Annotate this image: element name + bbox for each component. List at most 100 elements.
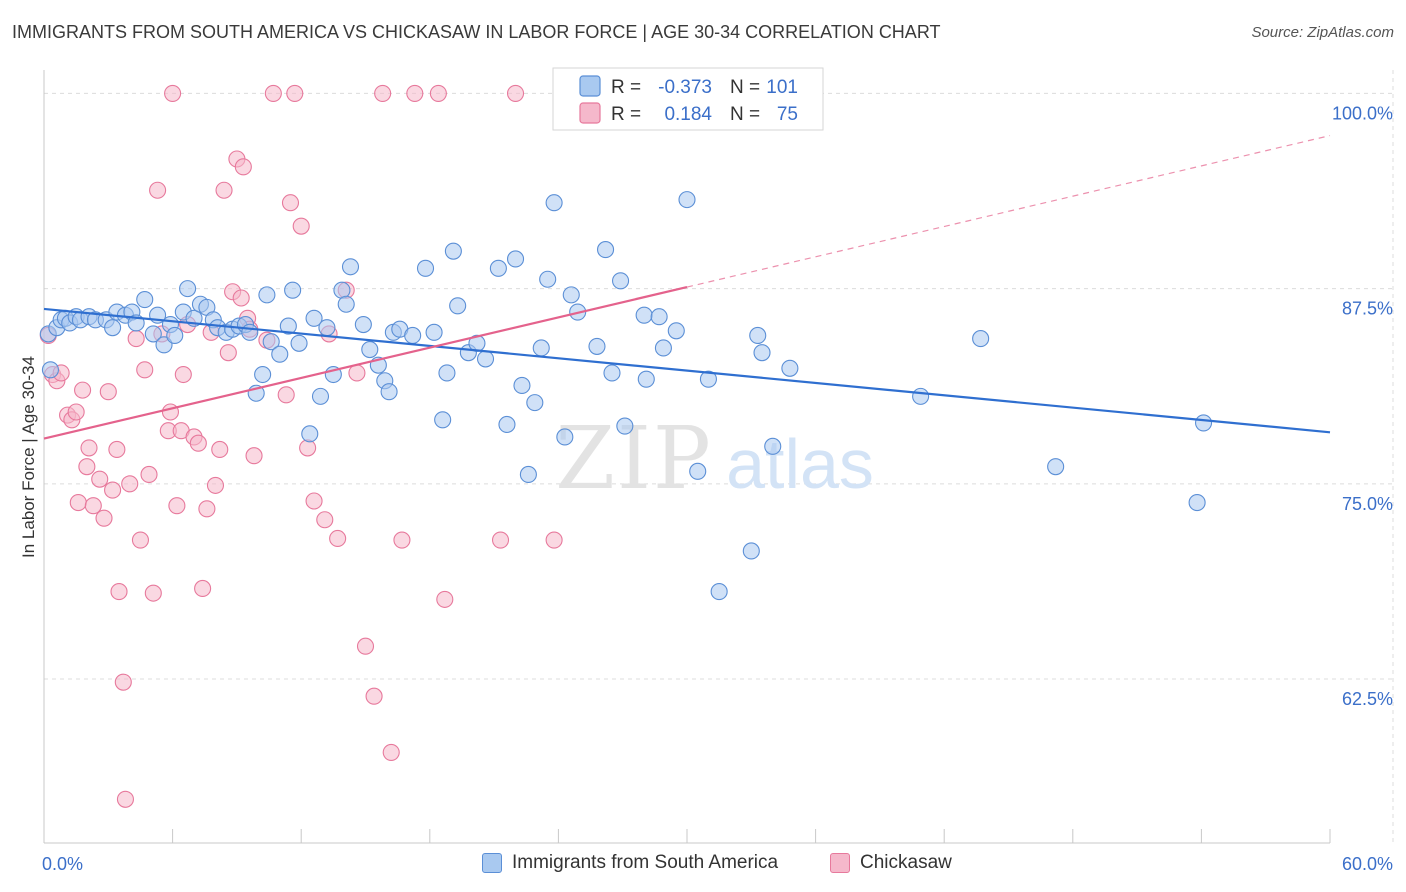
- chickasaw-point: [219, 344, 237, 362]
- legend-swatch-south-america: [482, 853, 502, 873]
- south-america-point: [742, 542, 760, 560]
- chickasaw-point: [110, 583, 128, 601]
- chickasaw-point: [356, 637, 375, 655]
- legend-swatch-chickasaw: [830, 853, 850, 873]
- chickasaw-point: [506, 84, 525, 102]
- chickasaw-point: [84, 497, 102, 515]
- south-america-point: [689, 462, 707, 480]
- watermark-zip: ZIP: [555, 409, 713, 509]
- south-america-point: [155, 336, 173, 354]
- south-america-point: [444, 242, 462, 260]
- south-america-point: [588, 337, 606, 355]
- chickasaw-point: [232, 289, 250, 307]
- south-america-point: [438, 364, 456, 382]
- watermark-atlas: atlas: [726, 425, 874, 503]
- south-america-point: [635, 306, 653, 324]
- legend-item-south-america: Immigrants from South America: [482, 852, 778, 874]
- south-america-point: [476, 350, 495, 368]
- legend-item-chickasaw: Chickasaw: [830, 852, 952, 874]
- chickasaw-point: [189, 434, 207, 452]
- legend-r-value-pink: 0.184: [664, 104, 712, 125]
- chickasaw-point: [198, 500, 216, 518]
- chickasaw-point: [292, 217, 310, 235]
- chickasaw-point: [211, 440, 229, 459]
- chickasaw-point: [131, 531, 149, 549]
- chickasaw-point: [393, 531, 411, 549]
- south-america-point: [318, 319, 336, 337]
- chickasaw-trend-extension: [686, 135, 1331, 288]
- chickasaw-point: [305, 492, 323, 510]
- south-america-point: [506, 250, 525, 268]
- south-america-point: [41, 361, 59, 379]
- legend-n-label-pink: N =: [730, 104, 760, 125]
- legend-n-value-blue: 101: [766, 77, 798, 98]
- south-america-point: [650, 308, 668, 326]
- chickasaw-point: [69, 494, 87, 512]
- south-america-point: [749, 326, 767, 345]
- chickasaw-point: [406, 84, 424, 102]
- south-america-point: [699, 370, 717, 388]
- x-tick-label: 0.0%: [42, 854, 83, 874]
- south-america-point: [104, 319, 122, 337]
- y-axis-label: In Labor Force | Age 30-34: [19, 356, 38, 558]
- y-tick-label: 100.0%: [1332, 103, 1393, 123]
- chickasaw-point: [545, 531, 563, 549]
- south-america-point: [972, 330, 990, 348]
- south-america-point: [1047, 458, 1065, 476]
- south-america-point: [144, 325, 162, 343]
- x-tick-label: 60.0%: [1342, 854, 1393, 874]
- south-america-point: [254, 365, 272, 384]
- chickasaw-point: [127, 330, 145, 348]
- chickasaw-point: [348, 364, 366, 382]
- y-tick-label: 62.5%: [1342, 689, 1393, 709]
- south-america-point: [545, 194, 563, 212]
- south-america-point: [539, 270, 557, 288]
- legend-swatch-pink: [579, 102, 601, 124]
- chickasaw-point: [74, 381, 92, 399]
- legend-label-south-america: Immigrants from South America: [512, 852, 779, 873]
- south-america-point: [305, 309, 323, 327]
- south-america-point: [562, 286, 580, 304]
- source-note: Source: ZipAtlas.com: [1251, 24, 1394, 41]
- south-america-point: [290, 334, 308, 352]
- south-america-point: [241, 323, 259, 341]
- chickasaw-point: [67, 403, 85, 421]
- south-america-point: [597, 241, 615, 259]
- chickasaw-point: [164, 84, 182, 102]
- south-america-point: [284, 281, 302, 299]
- south-america-point: [258, 286, 276, 304]
- south-america-point: [489, 259, 507, 277]
- chickasaw-points: [39, 84, 563, 808]
- chickasaw-point: [194, 579, 212, 598]
- south-america-point: [354, 315, 372, 334]
- axes: [43, 70, 1331, 844]
- y-tick-label: 75.0%: [1342, 494, 1393, 514]
- legend-swatch-blue: [579, 75, 601, 97]
- chickasaw-point: [382, 743, 400, 761]
- south-america-points: [39, 84, 1213, 601]
- south-america-point: [667, 322, 685, 340]
- chickasaw-point: [116, 790, 134, 808]
- watermark: ZIP atlas: [555, 409, 874, 509]
- south-america-point: [654, 339, 672, 357]
- south-america-point: [301, 425, 319, 443]
- south-america-point: [1194, 414, 1213, 432]
- south-america-point: [311, 387, 330, 405]
- south-america-point: [526, 394, 544, 412]
- chickasaw-point: [78, 458, 96, 476]
- south-america-point: [341, 258, 360, 276]
- chickasaw-point: [277, 386, 295, 404]
- chickasaw-point: [149, 181, 167, 199]
- south-america-point: [333, 281, 351, 299]
- chickasaw-point: [316, 511, 334, 529]
- chickasaw-point: [206, 476, 225, 494]
- chickasaw-point: [215, 181, 233, 199]
- south-america-point: [519, 465, 537, 484]
- chickasaw-trend-line: [43, 285, 688, 440]
- chickasaw-point: [140, 465, 158, 484]
- south-america-point: [361, 340, 379, 359]
- legend-n-value-pink: 75: [777, 104, 798, 125]
- south-america-point: [404, 326, 422, 345]
- chickasaw-point: [245, 447, 263, 465]
